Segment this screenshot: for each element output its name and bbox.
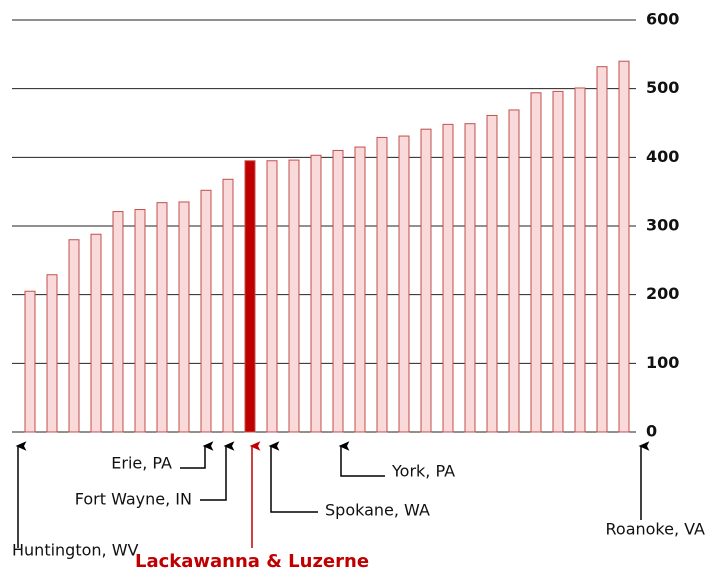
category-label: York, PA: [391, 462, 455, 481]
bar: [46, 274, 58, 433]
bar: [596, 66, 608, 433]
annotation-arrow: [200, 441, 235, 501]
y-tick-label: 500: [646, 78, 679, 97]
bar: [354, 146, 366, 433]
annotation-arrow: [268, 441, 318, 513]
y-tick-label: 100: [646, 353, 679, 372]
bar: [288, 159, 300, 433]
y-tick-label: 300: [646, 216, 679, 235]
bar: [376, 136, 388, 433]
category-label: Fort Wayne, IN: [75, 490, 192, 509]
bar: [222, 178, 234, 433]
bar: [552, 90, 564, 433]
category-label: Lackawanna & Luzerne: [135, 551, 369, 572]
bar: [266, 160, 278, 433]
category-label: Roanoke, VA: [606, 520, 706, 539]
bar: [442, 123, 454, 433]
category-label: Spokane, WA: [325, 501, 430, 520]
y-tick-label: 600: [646, 10, 679, 29]
bar: [618, 60, 630, 433]
bar: [134, 209, 146, 433]
bar: [574, 87, 586, 433]
bar: [178, 201, 190, 433]
bar: [332, 149, 344, 433]
y-tick-label: 0: [646, 422, 657, 441]
bar: [244, 160, 256, 433]
category-label: Erie, PA: [111, 454, 172, 473]
y-tick-label: 200: [646, 284, 679, 303]
annotation-arrow: [338, 441, 385, 477]
bar: [508, 109, 520, 433]
bar: [24, 290, 36, 433]
bar: [112, 211, 124, 433]
bar: [420, 128, 432, 433]
bar: [90, 233, 102, 433]
bar: [156, 202, 168, 433]
bar: [200, 189, 212, 433]
annotation-arrow: [180, 441, 214, 469]
bar: [486, 114, 498, 433]
bar: [310, 154, 322, 433]
bar: [530, 92, 542, 433]
bar: [68, 239, 80, 433]
bar: [464, 123, 476, 433]
category-label: Huntington, WV: [12, 541, 139, 560]
bar: [398, 135, 410, 433]
y-tick-label: 400: [646, 147, 679, 166]
